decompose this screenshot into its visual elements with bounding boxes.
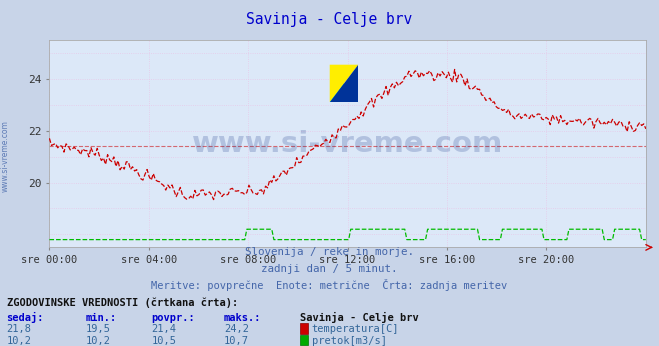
Polygon shape — [330, 65, 358, 102]
Bar — [330, 65, 358, 102]
Text: Slovenija / reke in morje.: Slovenija / reke in morje. — [245, 247, 414, 257]
Text: 10,7: 10,7 — [224, 336, 249, 346]
Bar — [330, 65, 344, 102]
Text: 21,8: 21,8 — [7, 324, 32, 334]
Text: 24,2: 24,2 — [224, 324, 249, 334]
Polygon shape — [330, 65, 358, 102]
Text: 10,2: 10,2 — [7, 336, 32, 346]
Text: povpr.:: povpr.: — [152, 313, 195, 323]
Text: 19,5: 19,5 — [86, 324, 111, 334]
Text: ZGODOVINSKE VREDNOSTI (črtkana črta):: ZGODOVINSKE VREDNOSTI (črtkana črta): — [7, 298, 238, 308]
Text: 21,4: 21,4 — [152, 324, 177, 334]
Text: Savinja - Celje brv: Savinja - Celje brv — [246, 12, 413, 27]
Text: maks.:: maks.: — [224, 313, 262, 323]
Text: 10,5: 10,5 — [152, 336, 177, 346]
Text: temperatura[C]: temperatura[C] — [312, 324, 399, 334]
Text: Meritve: povprečne  Enote: metrične  Črta: zadnja meritev: Meritve: povprečne Enote: metrične Črta:… — [152, 279, 507, 291]
Text: www.si-vreme.com: www.si-vreme.com — [192, 130, 503, 157]
Text: www.si-vreme.com: www.si-vreme.com — [1, 120, 10, 192]
Text: zadnji dan / 5 minut.: zadnji dan / 5 minut. — [261, 264, 398, 274]
Text: min.:: min.: — [86, 313, 117, 323]
Text: sedaj:: sedaj: — [7, 312, 44, 323]
Text: 10,2: 10,2 — [86, 336, 111, 346]
Text: Savinja - Celje brv: Savinja - Celje brv — [300, 312, 418, 323]
Text: pretok[m3/s]: pretok[m3/s] — [312, 336, 387, 346]
